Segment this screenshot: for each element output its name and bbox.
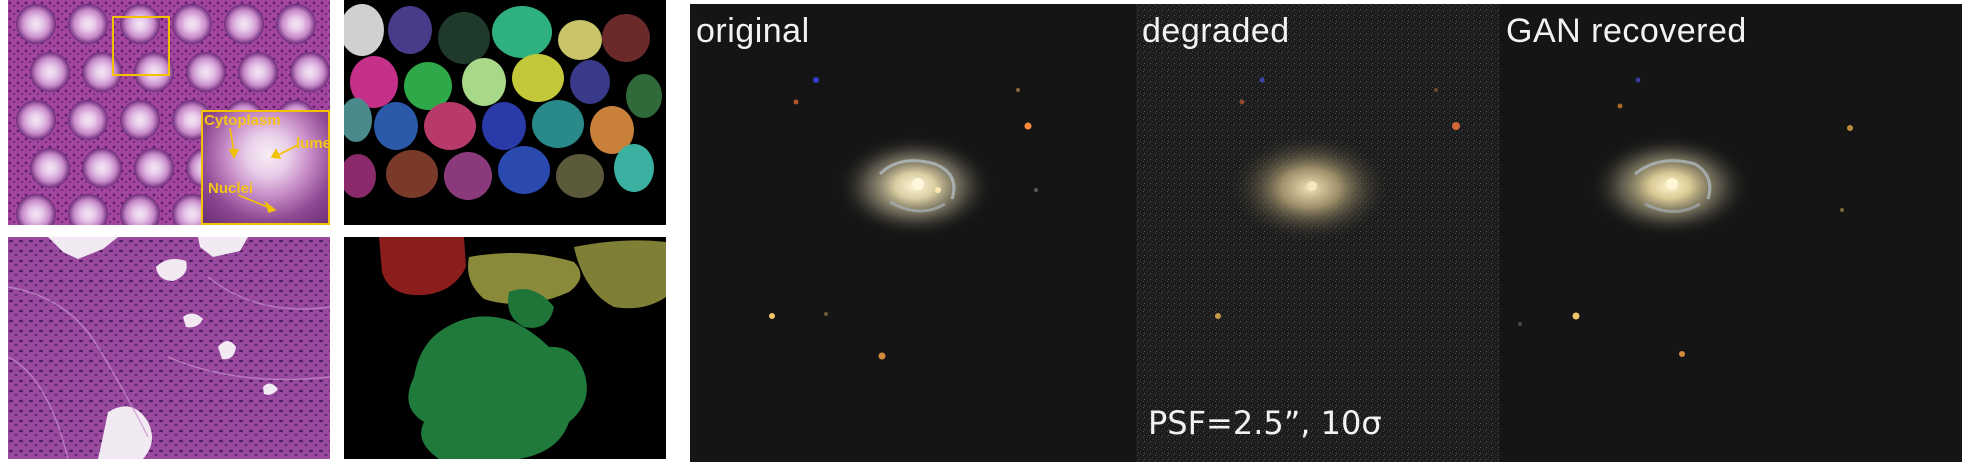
nucleus-segment xyxy=(462,58,506,106)
annotation-lumen: lumen xyxy=(296,135,330,152)
nucleus-segment xyxy=(602,14,650,62)
gland xyxy=(68,194,108,225)
gland xyxy=(276,4,316,44)
galaxy-comparison-figure: original xyxy=(690,4,1962,462)
nucleus-segment xyxy=(424,102,476,150)
gland xyxy=(68,4,108,44)
nucleus-segment xyxy=(492,6,552,58)
nucleus-segment xyxy=(532,100,584,148)
nucleus-segment xyxy=(374,102,418,150)
tumor-tissue-illustration xyxy=(8,237,330,459)
galaxy-panel-gan-recovered: GAN recovered xyxy=(1500,4,1962,462)
gland xyxy=(30,148,70,188)
nucleus-segment xyxy=(444,152,492,200)
gland xyxy=(82,148,122,188)
gland xyxy=(290,52,330,92)
semantic-segmentation-map xyxy=(344,237,666,459)
nucleus-segment xyxy=(556,154,604,198)
nucleus-segment xyxy=(590,106,634,154)
panel-label-gan-recovered: GAN recovered xyxy=(1506,12,1747,50)
galaxy-panel-original: original xyxy=(690,4,1136,462)
nucleus-segment xyxy=(498,146,550,194)
galaxy-original-image xyxy=(769,77,1038,360)
gland xyxy=(16,194,56,225)
degradation-parameters-caption: PSF=2.5”, 10σ xyxy=(1148,404,1382,442)
nucleus-segment xyxy=(386,150,438,198)
histology-gland-image: Cytoplasm lumen Nuclei xyxy=(8,0,330,225)
nucleus-segment xyxy=(350,56,398,108)
nucleus-segment xyxy=(404,62,452,110)
nucleus-segment xyxy=(614,144,654,192)
gland xyxy=(238,52,278,92)
nucleus-segment xyxy=(626,74,662,118)
nucleus-segment xyxy=(344,98,372,142)
gland xyxy=(120,100,160,140)
galaxy-degraded-image xyxy=(1136,4,1500,462)
gland xyxy=(224,4,264,44)
nucleus-segment xyxy=(438,12,490,64)
gland xyxy=(172,4,212,44)
nucleus-segment xyxy=(388,6,432,54)
histology-tumor-image xyxy=(8,237,330,459)
gland xyxy=(120,194,160,225)
nucleus-segment xyxy=(512,54,564,102)
gland xyxy=(16,100,56,140)
nucleus-segment xyxy=(344,4,384,56)
gland-region-segments xyxy=(379,237,666,459)
gland xyxy=(134,148,174,188)
instance-segmentation-map xyxy=(344,0,666,225)
nucleus-segment xyxy=(482,102,526,150)
gland xyxy=(120,4,160,44)
gland xyxy=(68,100,108,140)
annotation-arrows xyxy=(228,127,299,214)
nucleus-segment xyxy=(344,154,376,198)
gland xyxy=(186,52,226,92)
annotation-cytoplasm: Cytoplasm xyxy=(204,112,281,129)
nucleus-segment xyxy=(570,60,610,104)
panel-label-degraded: degraded xyxy=(1142,12,1290,50)
annotation-nuclei: Nuclei xyxy=(208,180,254,197)
galaxy-recovered-image xyxy=(1518,77,1853,357)
colored-nuclei-segments xyxy=(344,4,662,200)
nucleus-segment xyxy=(558,20,602,60)
selection-box-small xyxy=(112,16,170,76)
galaxy-panel-degraded: degraded PSF=2.5”, 10σ xyxy=(1136,4,1500,462)
gland xyxy=(134,52,174,92)
panel-label-original: original xyxy=(696,12,810,50)
gland xyxy=(30,52,70,92)
gland xyxy=(16,4,56,44)
